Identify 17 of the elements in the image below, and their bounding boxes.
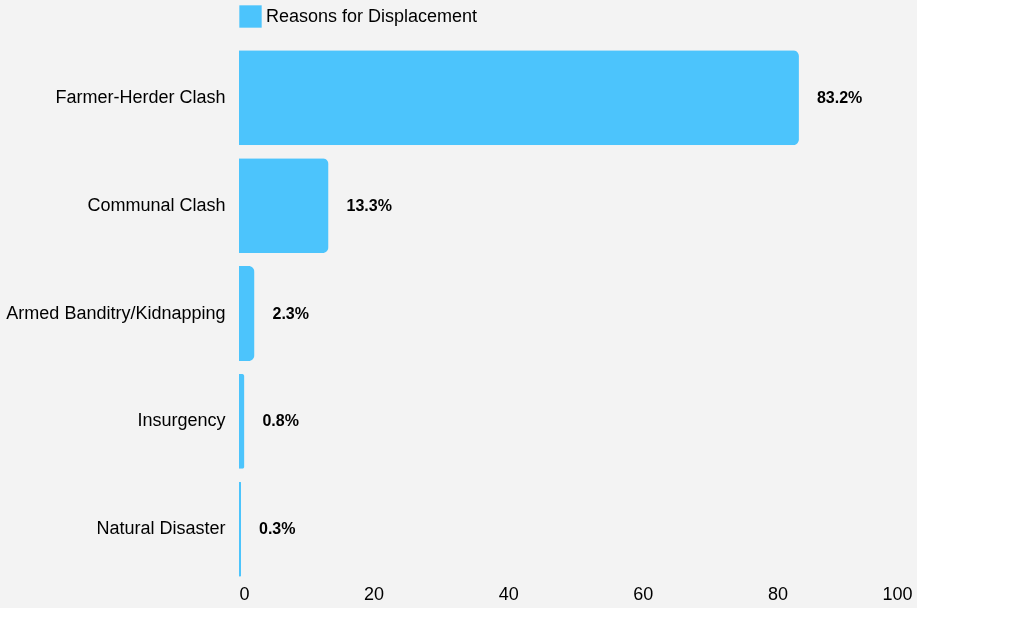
x-tick-label: 80: [767, 583, 788, 604]
x-tick-label: 40: [498, 583, 519, 604]
y-tick-label: Farmer-Herder Clash: [55, 86, 226, 107]
x-tick-label: 60: [633, 583, 654, 604]
data-label: 83.2%: [816, 88, 863, 106]
x-tick-label: 20: [364, 583, 385, 604]
y-tick-label: Communal Clash: [87, 194, 226, 215]
y-tick-label: Natural Disaster: [96, 518, 226, 539]
data-label: 2.3%: [272, 304, 309, 322]
data-label: 13.3%: [346, 196, 392, 214]
data-label: 0.3%: [259, 520, 296, 538]
legend-label: Reasons for Displacement: [266, 5, 478, 26]
y-tick-label: Armed Banditry/Kidnapping: [6, 302, 226, 323]
x-tick-label: 0: [239, 583, 250, 604]
data-label: 0.8%: [262, 412, 299, 430]
x-tick-label: 100: [882, 583, 913, 604]
y-tick-label: Insurgency: [137, 410, 226, 431]
